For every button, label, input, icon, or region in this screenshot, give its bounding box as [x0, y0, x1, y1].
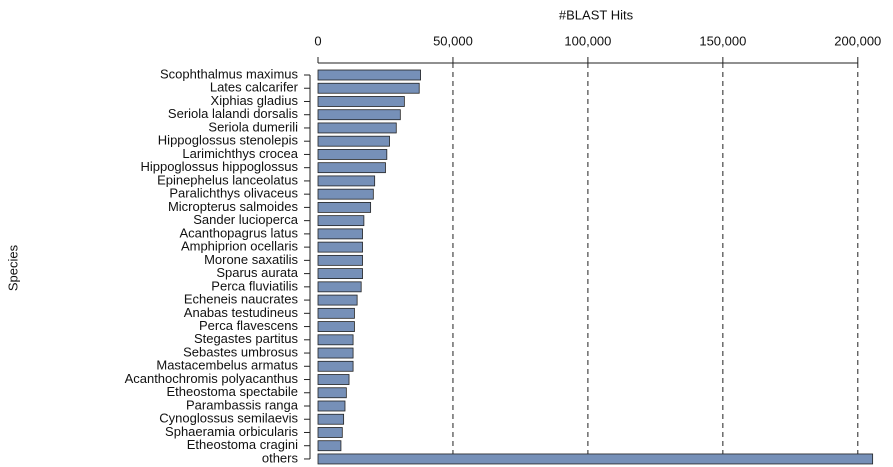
x-tick-label: 150,000 — [699, 33, 746, 48]
bar — [317, 82, 420, 94]
y-tick-label: Parambassis ranga — [186, 397, 299, 412]
bar — [317, 122, 397, 134]
y-tick-label: Lates calcarifer — [210, 80, 299, 95]
y-tick-label: others — [262, 450, 299, 465]
bar — [317, 387, 347, 399]
y-tick-label: Sparus aurata — [216, 265, 298, 280]
y-tick-label: Acanthopagrus latus — [179, 225, 298, 240]
bar — [317, 268, 363, 280]
bar — [317, 334, 354, 346]
bar — [317, 135, 390, 147]
bar — [317, 321, 355, 332]
y-tick-label: Echeneis naucrates — [184, 292, 299, 307]
bar — [317, 96, 405, 107]
y-tick-label: Etheostoma spectabile — [166, 384, 298, 399]
bar — [317, 400, 346, 412]
bar — [317, 374, 350, 385]
y-tick-label: Scophthalmus maximus — [160, 66, 298, 81]
bar — [317, 109, 401, 121]
bar — [317, 307, 355, 319]
y-tick-label: Sander lucioperca — [193, 212, 299, 227]
y-tick-label: Larimichthys crocea — [182, 146, 298, 161]
x-tick-label: 0 — [314, 33, 321, 48]
y-tick-label: Acanthochromis polyacanthus — [125, 371, 299, 386]
x-tick-label: 100,000 — [564, 33, 611, 48]
x-axis-title: #BLAST Hits — [559, 7, 634, 22]
bar — [317, 215, 365, 227]
bar — [317, 347, 354, 359]
y-tick-label: Amphiprion ocellaris — [181, 239, 299, 254]
y-tick-label: Hippoglossus stenolepis — [158, 133, 299, 148]
y-tick-label: Mastacembelus armatus — [156, 358, 298, 373]
bar — [317, 440, 342, 452]
bar — [317, 175, 376, 187]
y-tick-label: Paralichthys olivaceus — [169, 186, 298, 201]
bar — [317, 254, 363, 266]
bar — [317, 360, 354, 372]
y-tick-label: Perca fluviatilis — [211, 278, 298, 293]
y-tick-label: Anabas testudineus — [184, 305, 299, 320]
y-tick-label: Cynoglossus semilaevis — [159, 411, 298, 426]
bar — [317, 294, 358, 306]
y-tick-label: Seriola lalandi dorsalis — [168, 106, 299, 121]
bar — [317, 149, 388, 160]
x-tick-label: 50,000 — [433, 33, 473, 48]
y-tick-label: Perca flavescens — [199, 318, 298, 333]
y-tick-label: Micropterus salmoides — [168, 199, 299, 214]
bar — [317, 201, 372, 213]
bar — [317, 162, 386, 174]
y-tick-label: Sebastes umbrosus — [183, 344, 298, 359]
bar — [317, 69, 421, 81]
bar — [317, 228, 363, 240]
bar — [317, 453, 874, 465]
bar — [317, 427, 343, 438]
y-axis-title: Species — [5, 244, 20, 291]
x-tick-label: 200,000 — [834, 33, 881, 48]
y-tick-label: Seriola dumerili — [208, 119, 298, 134]
y-tick-label: Hippoglossus hippoglossus — [140, 159, 298, 174]
y-tick-label: Epinephelus lanceolatus — [157, 172, 298, 187]
bar — [317, 413, 345, 425]
y-tick-label: Stegastes partitus — [194, 331, 299, 346]
bar — [317, 281, 362, 293]
y-tick-label: Morone saxatilis — [204, 252, 298, 267]
y-tick-label: Sphaeramia orbicularis — [165, 424, 298, 439]
bar — [317, 188, 374, 200]
bar — [317, 241, 363, 253]
y-tick-label: Etheostoma cragini — [187, 437, 298, 452]
y-tick-label: Xiphias gladius — [211, 93, 299, 108]
